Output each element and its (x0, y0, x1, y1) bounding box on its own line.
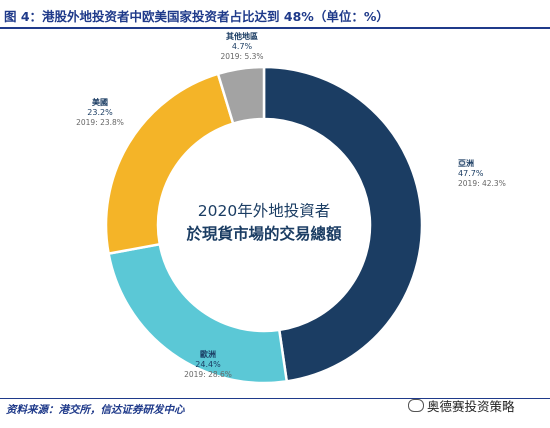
slice-name-label: 歐洲 (200, 349, 216, 359)
wechat-icon (408, 399, 424, 412)
chart-title-line-2: 於現貨市場的交易總額 (186, 224, 342, 243)
donut-slices (104, 65, 424, 385)
source-note: 资料来源：港交所，信达证券研发中心 (6, 404, 185, 416)
slice-value-label: 24.4% (195, 360, 221, 369)
source-rule (0, 398, 550, 399)
slice-name-label: 其他地區 (226, 31, 258, 41)
slice-asia (262, 65, 424, 383)
figure-title: 图 4：港股外地投资者中欧美国家投资者占比达到 48%（单位：%） (4, 9, 389, 24)
slice-value-label: 4.7% (232, 42, 253, 51)
watermark: 奥德赛投资策略 (408, 396, 515, 415)
slice-europe (107, 242, 289, 385)
slice-name-label: 美國 (92, 97, 108, 107)
donut-center: 2020年外地投資者 於現貨市場的交易總額 (186, 202, 342, 243)
chart-title-line-1: 2020年外地投資者 (198, 202, 330, 220)
slice-value-label: 23.2% (87, 108, 113, 117)
slice-name-label: 亞洲 (458, 159, 474, 168)
watermark-text: 奥德赛投资策略 (427, 399, 515, 414)
slice-prev-label: 2019: 42.3% (458, 179, 506, 188)
slice-value-label: 47.7% (458, 169, 484, 178)
slice-prev-label: 2019: 5.3% (220, 52, 263, 61)
slice-prev-label: 2019: 28.6% (184, 370, 232, 379)
slice-other (216, 65, 266, 126)
title-rule (0, 27, 550, 29)
slice-prev-label: 2019: 23.8% (76, 118, 124, 127)
